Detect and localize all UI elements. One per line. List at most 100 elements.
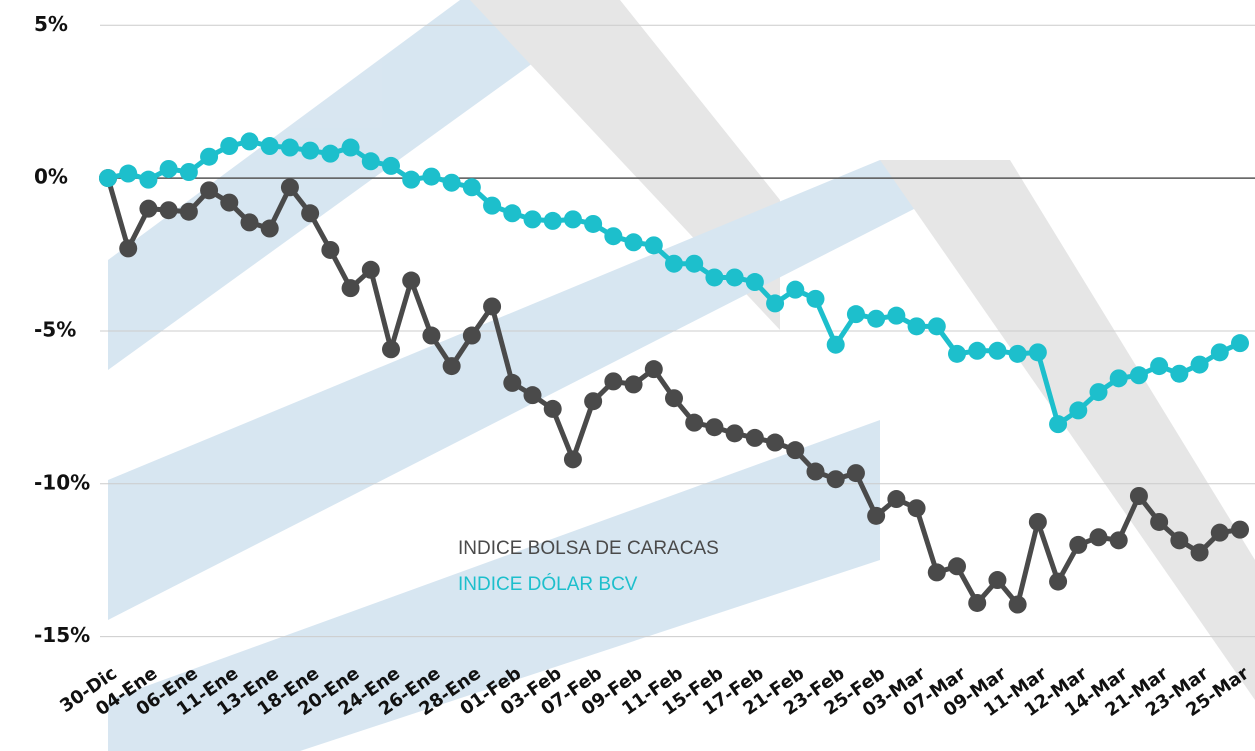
- data-point: [483, 297, 502, 316]
- data-point: [1190, 355, 1209, 374]
- data-point: [1069, 535, 1088, 554]
- data-point: [988, 341, 1007, 360]
- data-point: [786, 441, 805, 460]
- data-point: [624, 233, 643, 252]
- data-point: [442, 173, 461, 192]
- data-point: [786, 280, 805, 299]
- data-point: [1129, 366, 1148, 385]
- data-point: [624, 375, 643, 394]
- data-point: [462, 326, 481, 345]
- data-point: [1069, 401, 1088, 420]
- data-point: [1109, 369, 1128, 388]
- data-point: [1089, 528, 1108, 547]
- data-point: [745, 273, 764, 292]
- data-point: [927, 563, 946, 582]
- data-point: [260, 219, 279, 238]
- data-point: [725, 268, 744, 287]
- data-point: [604, 372, 623, 391]
- data-point: [523, 386, 542, 405]
- data-point: [361, 260, 380, 279]
- data-point: [907, 499, 926, 518]
- data-point: [1129, 487, 1148, 505]
- watermark: [108, 0, 1255, 751]
- data-point: [200, 147, 219, 166]
- data-point: [361, 152, 380, 171]
- data-point: [382, 156, 400, 175]
- data-point: [846, 464, 865, 483]
- data-point: [200, 181, 219, 200]
- data-point: [1008, 344, 1027, 363]
- data-point: [644, 360, 663, 379]
- data-point: [584, 214, 603, 233]
- data-point: [543, 211, 562, 230]
- data-point: [422, 326, 441, 345]
- data-point: [826, 470, 845, 489]
- data-point: [523, 210, 542, 229]
- data-point: [725, 424, 744, 443]
- data-point: [1049, 415, 1068, 434]
- data-point: [766, 433, 785, 452]
- data-point: [382, 340, 400, 359]
- data-point: [462, 178, 481, 197]
- data-point: [685, 413, 704, 432]
- data-point: [665, 254, 683, 273]
- data-point: [220, 137, 239, 156]
- data-point: [483, 196, 502, 215]
- data-point: [179, 163, 198, 181]
- data-point: [867, 309, 886, 328]
- data-point: [846, 305, 865, 324]
- data-point: [280, 138, 299, 157]
- data-point: [179, 202, 198, 221]
- data-point: [968, 341, 987, 360]
- data-point: [220, 193, 239, 212]
- data-point: [240, 213, 259, 232]
- data-point: [119, 239, 138, 258]
- data-point: [685, 254, 704, 273]
- data-point: [402, 271, 421, 290]
- data-point: [1231, 520, 1249, 539]
- y-tick-label: -10%: [34, 470, 90, 494]
- data-point: [1170, 364, 1189, 383]
- data-point: [301, 141, 320, 160]
- data-point: [948, 344, 966, 363]
- data-point: [341, 279, 360, 298]
- data-point: [422, 167, 441, 186]
- data-point: [907, 317, 926, 336]
- data-point: [1028, 343, 1047, 362]
- data-point: [705, 418, 724, 437]
- data-point: [867, 506, 886, 525]
- data-point: [563, 450, 582, 469]
- data-point: [260, 137, 279, 156]
- data-point: [1028, 512, 1047, 531]
- data-point: [321, 144, 340, 163]
- data-point: [604, 227, 623, 246]
- data-point: [644, 236, 663, 255]
- data-point: [1190, 543, 1209, 562]
- data-point: [139, 199, 158, 218]
- data-point: [1150, 357, 1169, 376]
- data-point: [584, 392, 603, 411]
- data-point: [402, 170, 421, 189]
- y-tick-label: -5%: [34, 317, 76, 341]
- data-point: [301, 204, 320, 223]
- data-point: [1210, 343, 1229, 362]
- data-point: [988, 571, 1007, 590]
- data-point: [665, 389, 683, 408]
- data-point: [543, 399, 562, 418]
- data-point: [887, 306, 906, 325]
- y-tick-label: 0%: [34, 165, 68, 189]
- legend-label: INDICE BOLSA DE CARACAS: [458, 538, 719, 559]
- data-point: [1008, 595, 1027, 614]
- data-point: [139, 170, 158, 189]
- data-point: [948, 557, 966, 576]
- data-point: [887, 490, 906, 509]
- data-point: [119, 164, 138, 183]
- data-point: [1170, 531, 1189, 550]
- data-point: [159, 159, 178, 178]
- data-point: [705, 268, 724, 287]
- y-tick-label: -15%: [34, 623, 90, 647]
- data-point: [503, 204, 522, 223]
- data-point: [341, 138, 360, 157]
- legend-label: INDICE DÓLAR BCV: [458, 573, 638, 595]
- data-point: [806, 289, 825, 308]
